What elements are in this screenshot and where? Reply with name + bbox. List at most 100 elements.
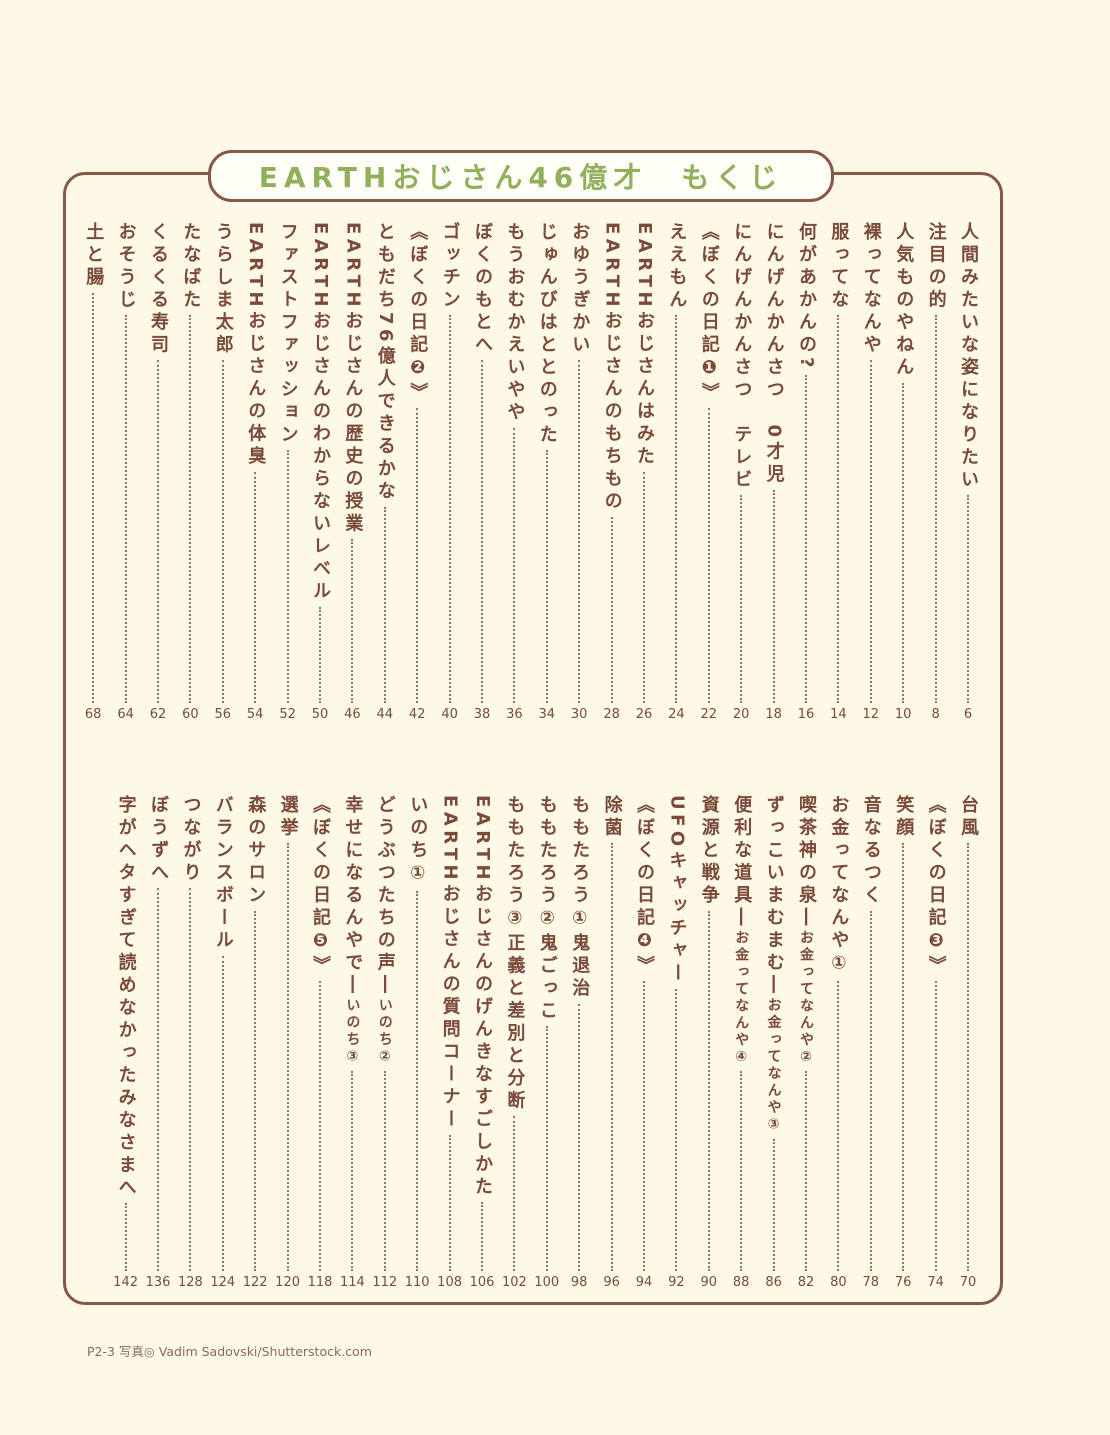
toc-entry[interactable]: EARTHおじさんの体臭 54	[241, 222, 269, 722]
toc-entry[interactable]: 除菌 96	[598, 795, 626, 1290]
toc-entry-title: ファストファッション	[274, 222, 302, 447]
toc-entry[interactable]: 人間みたいな姿になりたい 6	[954, 222, 982, 722]
dotted-leader	[481, 360, 483, 703]
toc-entry[interactable]: 何があかんの? 16	[792, 222, 820, 722]
toc-entry[interactable]: ぼうずへ 136	[144, 795, 172, 1290]
toc-entry[interactable]: 幸せになるんやで―いのち③ 114	[338, 795, 366, 1290]
toc-entry-page-number: 24	[668, 707, 685, 722]
toc-entry-title: 便利な道具―お金ってなんや④	[727, 795, 755, 1068]
toc-entry[interactable]: 《ぼくの日記❺》 118	[306, 795, 334, 1290]
toc-entry[interactable]: うらしま太郎 56	[209, 222, 237, 722]
toc-entry[interactable]: おゆうぎかい 30	[565, 222, 593, 722]
toc-entry[interactable]: 森のサロン 122	[241, 795, 269, 1290]
toc-entry[interactable]: 《ぼくの日記❹》 94	[630, 795, 658, 1290]
dotted-leader	[448, 315, 451, 703]
toc-entry[interactable]: いのち① 110	[403, 795, 431, 1290]
toc-entry-title: UFOキャッチャー	[662, 795, 690, 986]
dotted-leader	[286, 450, 289, 703]
toc-entry[interactable]: 便利な道具―お金ってなんや④ 88	[727, 795, 755, 1290]
dotted-leader	[578, 1003, 581, 1271]
toc-entry-title: 《ぼくの日記❶》	[695, 222, 723, 405]
toc-entry[interactable]: EARTHおじさんの質問コーナー 108	[436, 795, 464, 1290]
toc-entry[interactable]: 土と腸 68	[79, 222, 107, 722]
toc-entry-page-number: 128	[177, 1275, 203, 1290]
toc-entry[interactable]: にんげんかんさつ 0才児 18	[760, 222, 788, 722]
toc-entry[interactable]: バランスボール 124	[209, 795, 237, 1290]
toc-entry[interactable]: EARTHおじさんの歴史の授業 46	[338, 222, 366, 722]
toc-entry[interactable]: おそうじ 64	[112, 222, 140, 722]
toc-entry[interactable]: 音なるつく 78	[857, 795, 885, 1290]
toc-entry[interactable]: くるくる寿司 62	[144, 222, 172, 722]
toc-entry[interactable]: EARTHおじさんのげんきなすごしかた 106	[468, 795, 496, 1290]
toc-entry-page-number: 26	[635, 707, 653, 722]
toc-entry-title: くるくる寿司	[144, 222, 172, 357]
toc-entry-title: にんげんかんさつ 0才児	[760, 222, 788, 487]
toc-entry-page-number: 8	[931, 707, 940, 722]
toc-entry[interactable]: つながり 128	[176, 795, 204, 1290]
toc-entry[interactable]: ずっこいまむまむ―お金ってなんや③ 86	[760, 795, 788, 1290]
toc-entry-page-number: 34	[538, 707, 556, 722]
toc-entry-page-number: 86	[765, 1275, 782, 1290]
toc-entry-title: 《ぼくの日記❺》	[306, 795, 334, 978]
toc-entry[interactable]: 服ってな 14	[824, 222, 852, 722]
toc-entry-main-title: EARTHおじさんの体臭	[245, 222, 267, 469]
dotted-leader	[772, 489, 775, 703]
toc-entry[interactable]: 字がヘタすぎて読めなかったみなさまへ 142	[112, 795, 140, 1290]
toc-entry-page-number: 74	[927, 1275, 944, 1290]
photo-credit: P2-3 写真◎ Vadim Sadovski/Shutterstock.com	[87, 1344, 372, 1359]
toc-entry[interactable]: お金ってなんや① 80	[824, 795, 852, 1290]
toc-entry[interactable]: ももたろう③正義と差別と分断 102	[500, 795, 528, 1290]
toc-entry-title: いのち①	[403, 795, 431, 888]
toc-entry-title: 《ぼくの日記❸》	[922, 795, 950, 978]
toc-entry[interactable]: 《ぼくの日記❸》 74	[922, 795, 950, 1290]
dotted-leader	[157, 888, 159, 1271]
toc-entry[interactable]: 人気ものやねん 10	[889, 222, 917, 722]
toc-entry[interactable]: ええもん 24	[662, 222, 690, 722]
toc-entry[interactable]: 選挙 120	[274, 795, 302, 1290]
toc-entry-main-title: にんげんかんさつ 0才児	[763, 222, 785, 487]
toc-entry[interactable]: ぼくのもとへ 38	[468, 222, 496, 722]
toc-entry[interactable]: UFOキャッチャー 92	[662, 795, 690, 1290]
toc-entry-page-number: 82	[797, 1275, 815, 1290]
toc-entry[interactable]: 台風 70	[954, 795, 982, 1290]
toc-entry[interactable]: EARTHおじさんのわからないレベル 50	[306, 222, 334, 722]
toc-entry-page-number: 94	[635, 1275, 653, 1290]
toc-entry-main-title: ずっこいまむまむ―	[763, 795, 785, 998]
toc-entry[interactable]: 裸ってなんや 12	[857, 222, 885, 722]
toc-entry-main-title: 人間みたいな姿になりたい	[958, 222, 979, 492]
toc-entry-main-title: ゴッチン	[439, 222, 461, 312]
dotted-leader	[643, 471, 645, 703]
toc-entry[interactable]: にんげんかんさつ テレビ 20	[727, 222, 755, 722]
toc-entry[interactable]: たなばた 60	[176, 222, 204, 722]
toc-entry[interactable]: 笑顔 76	[889, 795, 917, 1290]
toc-entry[interactable]: ももたろう②鬼ごっこ 100	[533, 795, 561, 1290]
toc-entry-main-title: EARTHおじさんはみた	[634, 222, 655, 469]
toc-entry-title: 《ぼくの日記❹》	[630, 795, 658, 978]
toc-entry[interactable]: ゴッチン 40	[436, 222, 464, 722]
toc-entry[interactable]: ももたろう①鬼退治 98	[565, 795, 593, 1290]
toc-entry[interactable]: じゅんびはととのった 34	[533, 222, 561, 722]
toc-entry[interactable]: EARTHおじさんのもちもの 28	[598, 222, 626, 722]
toc-entry-main-title: お金ってなんや①	[828, 795, 850, 978]
toc-entry[interactable]: 《ぼくの日記❷》 42	[403, 222, 431, 722]
dotted-leader	[967, 843, 969, 1271]
toc-entry-page-number: 10	[894, 707, 912, 722]
toc-entry[interactable]: EARTHおじさんはみた 26	[630, 222, 658, 722]
toc-entry[interactable]: 《ぼくの日記❶》 22	[695, 222, 723, 722]
toc-entry[interactable]: 資源と戦争 90	[695, 795, 723, 1290]
toc-entry-page-number: 52	[279, 707, 296, 722]
toc-entry[interactable]: 喫茶神の泉―お金ってなんや② 82	[792, 795, 820, 1290]
toc-entry[interactable]: ファストファッション 52	[274, 222, 302, 722]
dotted-leader	[675, 988, 678, 1271]
toc-entry[interactable]: ともだち76億人できるかな 44	[371, 222, 399, 722]
toc-entry[interactable]: もうおむかえいやや 36	[500, 222, 528, 722]
toc-entry-page-number: 80	[830, 1275, 847, 1290]
toc-entry-title: ともだち76億人できるかな	[371, 222, 399, 504]
toc-entry-main-title: EARTHおじさんのげんきなすごしかた	[472, 795, 493, 1200]
dotted-leader	[772, 1138, 775, 1271]
toc-entry-main-title: じゅんびはととのった	[536, 222, 558, 447]
toc-entry-title: バランスボール	[209, 795, 237, 953]
toc-entry-title: 資源と戦争	[695, 795, 723, 908]
toc-entry[interactable]: どうぶつたちの声―いのち② 112	[371, 795, 399, 1290]
toc-entry[interactable]: 注目の的 8	[922, 222, 950, 722]
